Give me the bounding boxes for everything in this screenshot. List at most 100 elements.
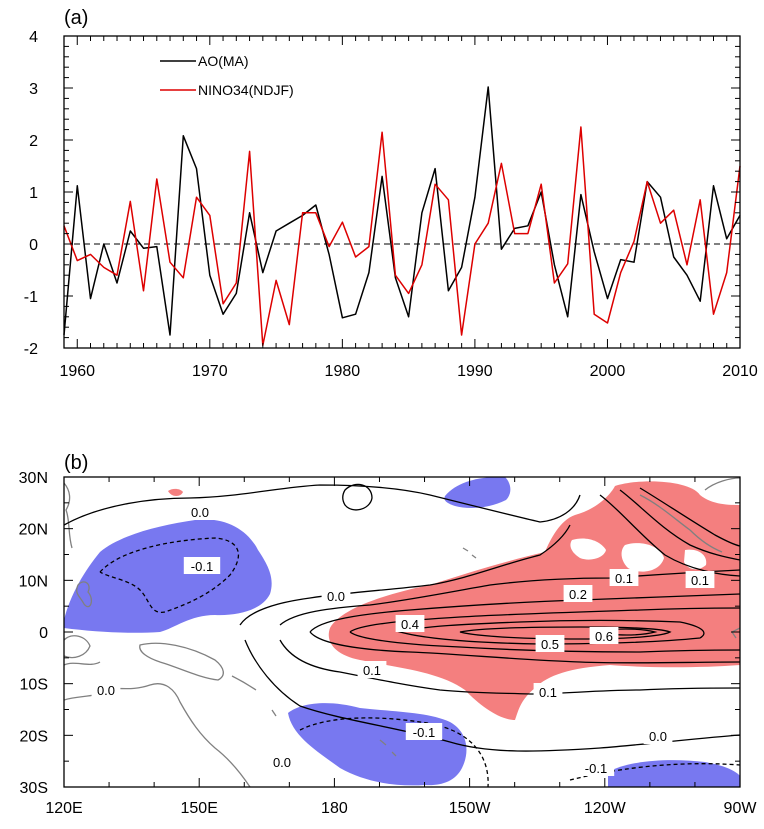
contour-island [342,483,373,511]
contour-dashed-southeast [569,763,740,781]
shading-east-pacific [328,481,740,720]
contour-label: -0.1 [183,557,221,574]
contour-label-bg [577,759,615,776]
legend-label-nino34: NINO34(NDJF) [198,82,294,98]
map-y-tick-label: 30S [20,780,48,797]
contour-label-bg [395,615,425,632]
contour-dashed-west [99,537,239,613]
contour-label-text: 0.1 [539,685,557,700]
y-tick-label: 1 [29,185,38,202]
contour-label: -0.1 [577,759,615,776]
contour-label-text: 0.1 [691,573,709,588]
contour-label: 0.0 [185,503,215,520]
series-line-nino34 [63,126,741,347]
x-tick-label: 2010 [722,363,758,380]
contour-label: 0.1 [609,569,639,586]
contour-label-text: 0.1 [363,663,381,678]
legend: AO(MA) NINO34(NDJF) [160,53,294,98]
coast-australia [64,683,251,787]
contour-label-bg [589,627,619,644]
contour-label-text: 0.0 [273,755,291,770]
coast-vanuatu [271,709,277,717]
contour-label: 0.1 [685,571,715,588]
positive-anomaly-shading [168,481,740,720]
coast-indonesia [64,661,101,666]
shading-west-pacific [64,519,272,633]
map-x-tick-label: 180 [321,800,348,817]
contour-label-text: 0.0 [327,589,345,604]
contour-label: 0.4 [395,615,425,632]
contour-northeast-1 [599,494,740,577]
contour-label-bg [609,569,639,586]
coast-hawaii [462,547,477,559]
contour-label: 0.0 [643,727,673,744]
contour-label-text: -0.1 [191,559,213,574]
contour-label-bg [91,681,121,698]
contour-loop-2 [309,631,740,664]
panel-a-label: (a) [64,7,88,29]
contour-label-text: 0.5 [541,637,559,652]
panel-a-ticks [63,35,741,349]
contour-label: 0.0 [267,753,297,770]
contour-label-text: 0.6 [595,629,613,644]
contour-label: 0.5 [535,635,565,652]
contour-label-text: 0.2 [569,587,587,602]
shading-hole-3 [684,549,707,570]
panel-b-y-tick-labels: 30N 20N 10N 0 10S 20S 30S [19,470,48,797]
contour-loop-5 [397,619,705,645]
contour-label-bg [183,557,221,574]
map-y-tick-label: 10S [20,677,48,694]
x-tick-label: 1990 [457,363,493,380]
contour-label: 0.1 [357,661,387,678]
contour-label-bg [267,753,297,770]
series-line-ao [63,86,741,336]
panel-a-line-chart: (a) 1960 1970 1980 1990 2000 2010 -2 -1 0 1 2 3 4 A… [24,7,758,380]
contour-label-text: 0.0 [191,505,209,520]
contour-label-bg [563,585,593,602]
contour-label: 0.0 [91,681,121,698]
map-x-tick-label: 90W [724,800,758,817]
shading-hole-2 [621,543,664,572]
x-tick-label: 1970 [192,363,228,380]
contour-dashed-south [299,717,489,787]
coast-new-guinea [139,642,224,681]
coast-solomon [231,675,257,691]
map-y-tick-label: 30N [19,470,48,487]
contour-label: 0.6 [589,627,619,644]
contour-zero-eq [239,524,571,626]
map-y-tick-label: 0 [39,625,48,642]
contour-label-text: -0.1 [585,761,607,776]
panel-b-x-tick-labels: 120E 150E 180 150W 120W 90W [45,800,757,817]
contour-tenth-south [279,639,740,695]
contour-label-text: 0.4 [401,617,419,632]
contour-label-bg [535,635,565,652]
x-tick-label: 1960 [59,363,95,380]
contour-label: 0.2 [563,585,593,602]
y-tick-label: 0 [29,237,38,254]
map-y-tick-label: 10N [19,573,48,590]
panel-a-y-tick-labels: -2 -1 0 1 2 3 4 [24,29,38,358]
panel-a-x-tick-labels: 1960 1970 1980 1990 2000 2010 [59,363,757,380]
negative-contours [99,537,740,787]
contour-label-bg [685,571,715,588]
y-tick-label: -2 [24,341,38,358]
contour-label-group: 0.0 -0.1 0.0 0.0 0.4 0.2 0.1 0.1 0.5 0.6 0.1 0.1 0.0… [91,503,715,776]
y-tick-label: 3 [29,81,38,98]
coast-fiji [379,739,397,757]
coast-borneo [64,635,91,659]
panel-b-label: (b) [64,452,88,474]
contour-northeast-3 [639,487,740,547]
legend-label-ao: AO(MA) [198,53,249,69]
coast-philippines [76,581,93,608]
contour-label: 0.0 [321,587,351,604]
y-tick-label: 2 [29,133,38,150]
contour-loop-3 [349,607,740,633]
contour-label-bg [643,727,673,744]
contour-loop-1 [309,593,740,633]
map-y-tick-label: 20S [20,728,48,745]
contour-label: -0.1 [405,723,443,740]
shading-holes [570,538,707,572]
y-tick-label: -1 [24,289,38,306]
shading-north-central [444,477,511,508]
